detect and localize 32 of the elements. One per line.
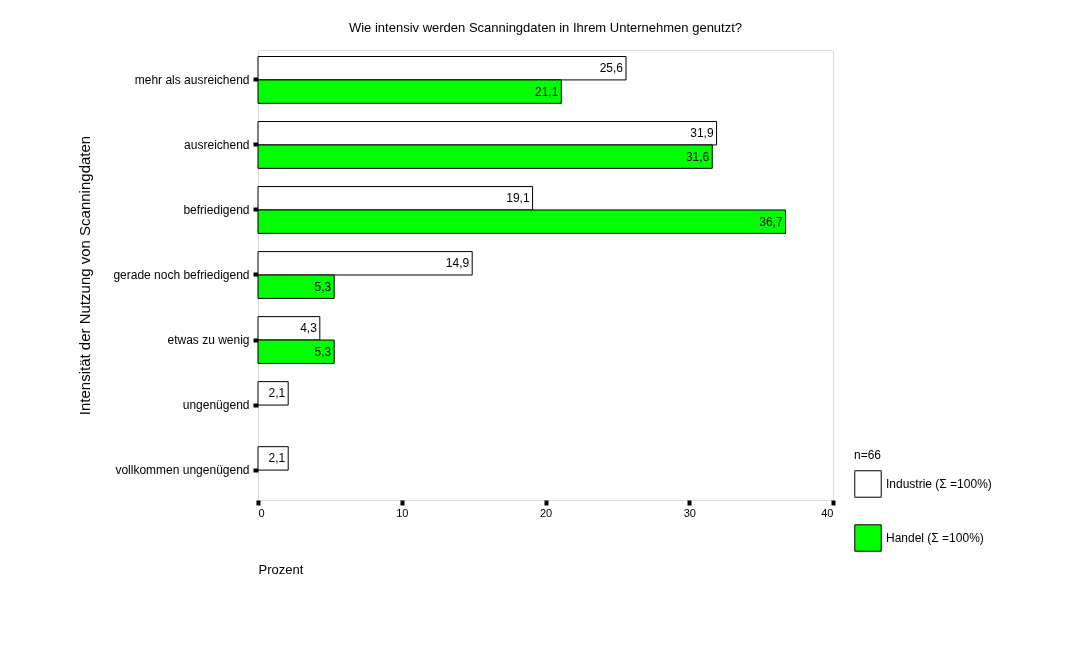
data-label: 25,6 [599, 61, 624, 76]
x-tick-label: 10 [396, 506, 409, 519]
y-tick-label: gerade noch befriedigend [113, 268, 250, 282]
y-tick-label: vollkommen ungenügend [115, 463, 250, 478]
data-label: 31,9 [690, 126, 714, 141]
data-label: 21,1 [534, 84, 559, 99]
data-label: 2,1 [268, 386, 286, 401]
data-label: 36,7 [759, 214, 783, 229]
data-label: 31,6 [685, 149, 710, 164]
y-tick-label: mehr als ausreichend [134, 72, 250, 87]
y-tick-label: ungenügend [182, 398, 250, 413]
data-label: 5,3 [314, 279, 332, 294]
data-label: 4,3 [300, 321, 318, 336]
x-tick-label: 0 [258, 506, 265, 519]
legend-label: Handel (Σ =100%) [886, 531, 984, 545]
legend-label: Industrie (Σ =100%) [886, 477, 992, 491]
y-axis-title: Intensität der Nutzung von Scanningdaten [76, 135, 94, 416]
data-label: 5,3 [314, 344, 332, 359]
data-label: 19,1 [506, 191, 530, 206]
x-tick-label: 30 [683, 506, 696, 519]
data-label: 14,9 [445, 256, 470, 271]
x-axis-title: Prozent [258, 561, 304, 577]
chart-title: Wie intensiv werden Scanningdaten in Ihrem Unternehmen genutzt? [348, 20, 743, 35]
y-tick-label: befriedigend [183, 202, 250, 217]
x-tick-label: 20 [539, 506, 553, 519]
text: n=66 [854, 448, 882, 462]
y-tick-label: ausreichend [184, 137, 250, 152]
bar [257, 381, 289, 406]
bar [257, 446, 289, 471]
data-label: 2,1 [268, 451, 286, 466]
x-tick-label: 40 [821, 506, 834, 519]
y-tick-label: etwas zu wenig [167, 333, 250, 348]
